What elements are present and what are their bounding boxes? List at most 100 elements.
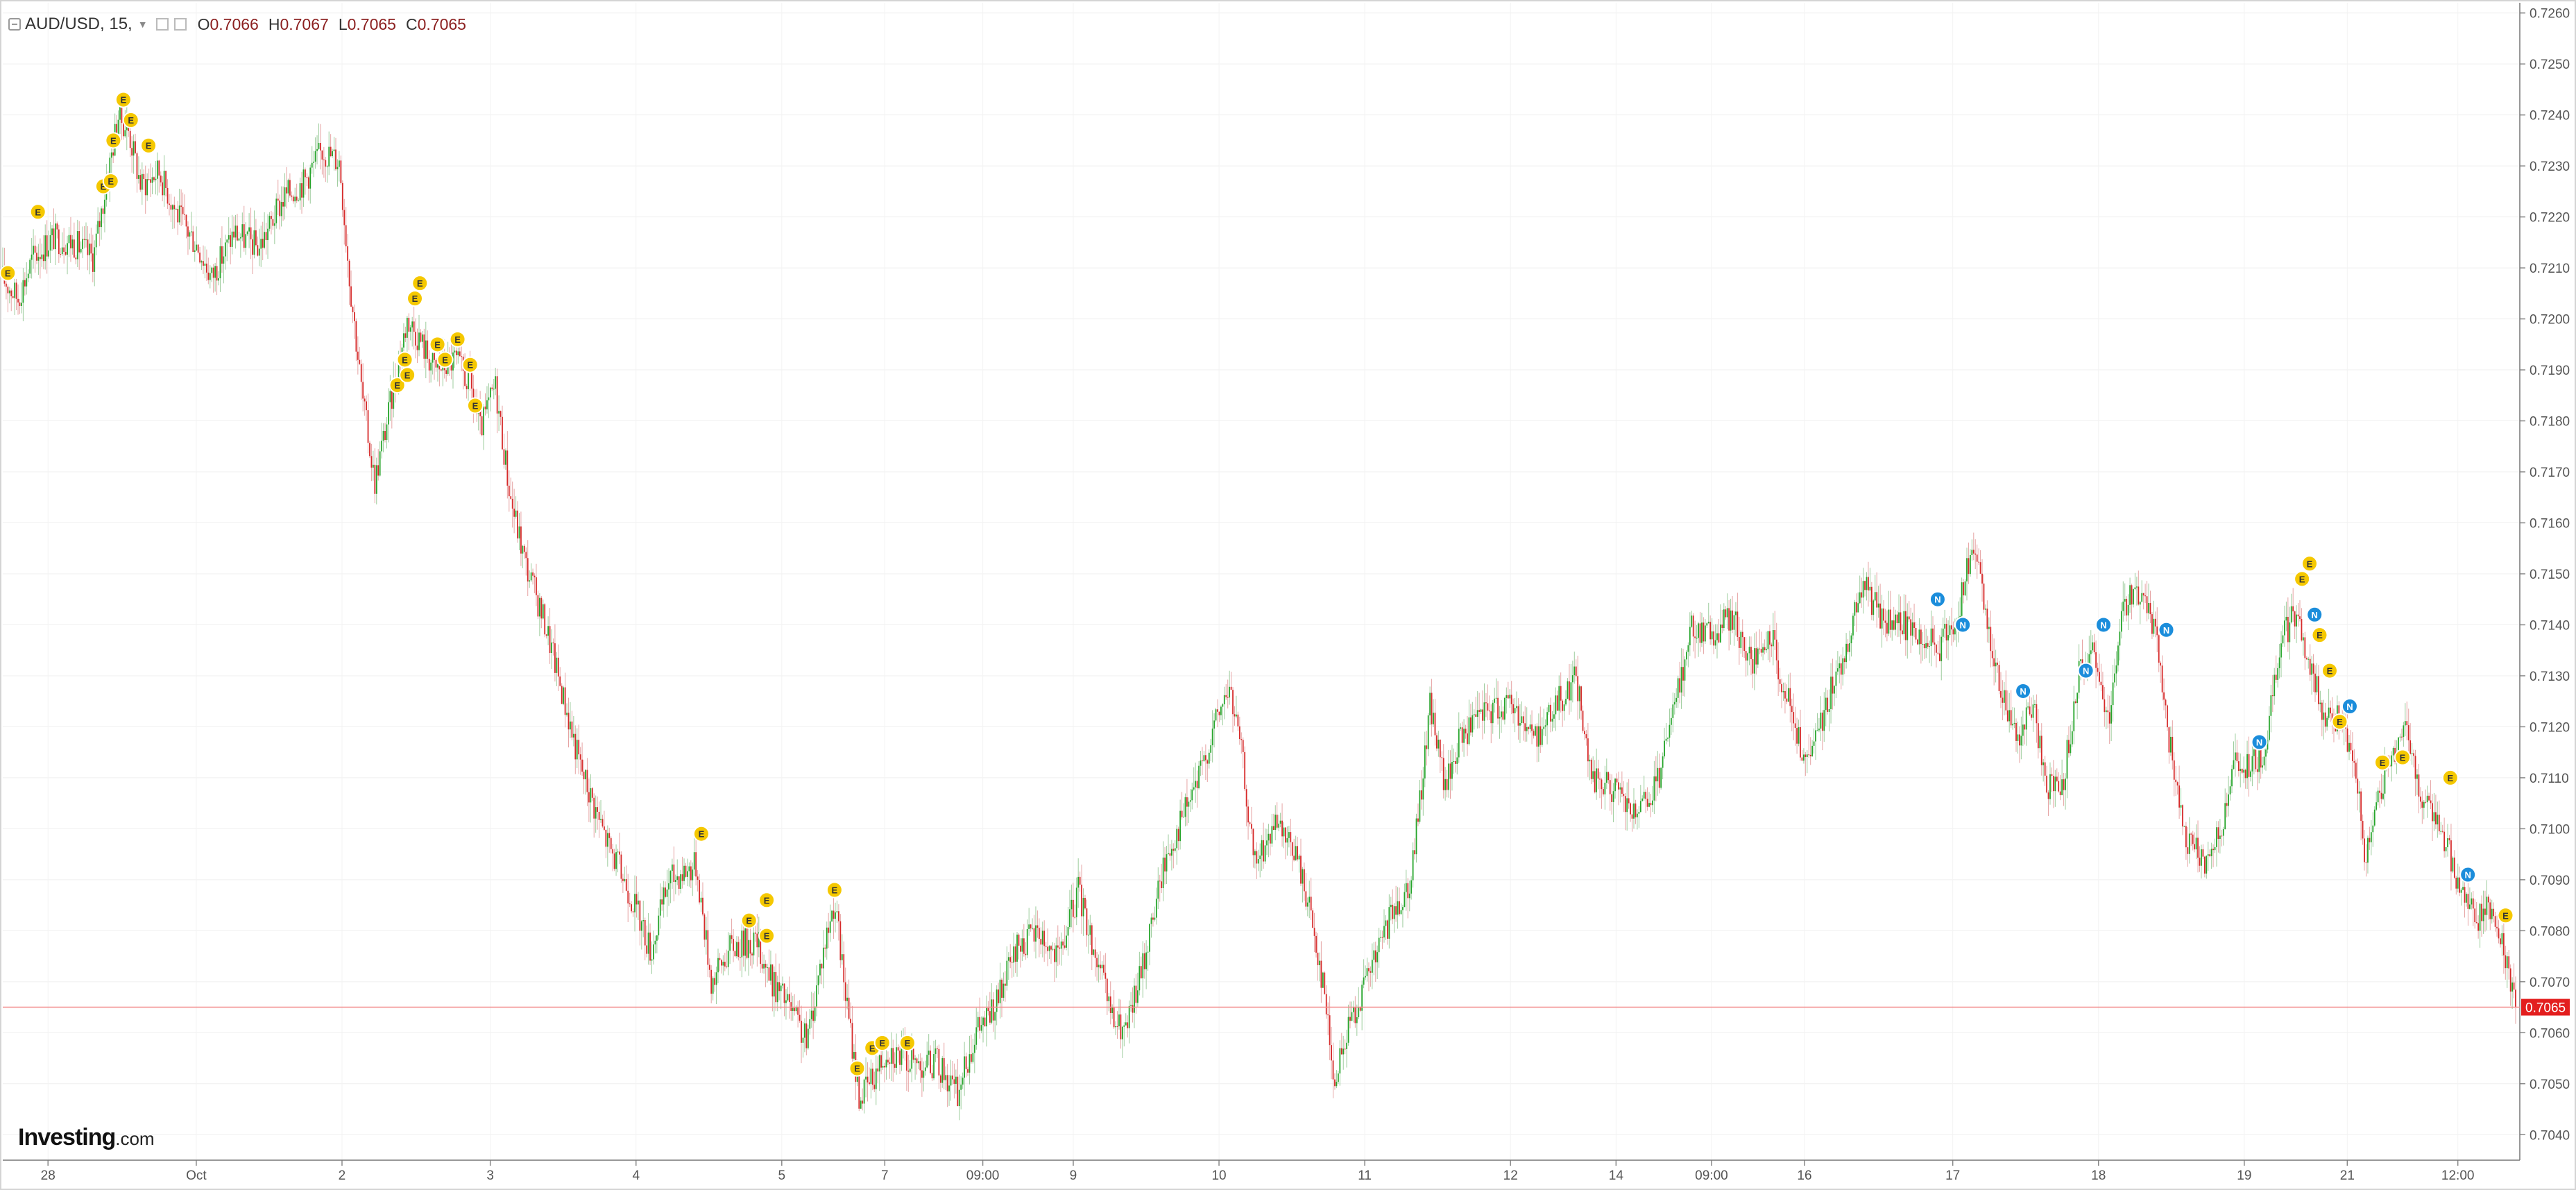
candle-body bbox=[180, 205, 182, 207]
economic-event-badge[interactable] bbox=[2294, 570, 2311, 588]
candle-body bbox=[987, 1008, 989, 1012]
candle-body bbox=[131, 148, 133, 156]
economic-event-badge[interactable] bbox=[466, 397, 484, 414]
candle-body bbox=[1222, 704, 1224, 707]
economic-event-badge[interactable] bbox=[449, 330, 466, 348]
economic-event-badge-letter: E bbox=[108, 176, 114, 187]
news-event-badge[interactable] bbox=[2158, 621, 2175, 638]
candle-body bbox=[2040, 736, 2042, 765]
candle-body bbox=[1189, 800, 1191, 802]
candle-body bbox=[1888, 609, 1890, 634]
candle-body bbox=[2071, 731, 2073, 745]
economic-event-badge[interactable] bbox=[114, 91, 132, 108]
candle-body bbox=[1291, 842, 1293, 856]
news-event-badge[interactable] bbox=[2015, 682, 2032, 699]
candle-body bbox=[606, 833, 608, 847]
economic-event-badge[interactable] bbox=[2321, 662, 2338, 679]
news-event-badge[interactable] bbox=[1929, 590, 1946, 608]
candle-body bbox=[2305, 658, 2308, 660]
economic-event-badge[interactable] bbox=[2374, 754, 2391, 771]
close-icon[interactable] bbox=[173, 18, 187, 31]
economic-event-badge[interactable] bbox=[740, 912, 758, 929]
candle-body bbox=[379, 451, 381, 476]
candle-body bbox=[1439, 739, 1441, 758]
economic-event-badge[interactable] bbox=[898, 1034, 916, 1051]
candle-body bbox=[1062, 941, 1064, 946]
candle-body bbox=[241, 224, 244, 237]
candle-body bbox=[1064, 945, 1066, 948]
economic-event-badge[interactable] bbox=[826, 881, 843, 899]
settings-icon[interactable] bbox=[155, 18, 169, 31]
candle-body bbox=[139, 175, 142, 190]
candle-body bbox=[1247, 806, 1249, 823]
economic-event-badge-letter: E bbox=[454, 334, 461, 345]
economic-event-badge[interactable] bbox=[389, 377, 406, 394]
candle-body bbox=[404, 333, 407, 338]
candle-body bbox=[649, 932, 651, 961]
economic-event-badge[interactable] bbox=[122, 112, 139, 129]
candle-body bbox=[907, 1070, 910, 1072]
economic-event-badge[interactable] bbox=[436, 351, 454, 368]
economic-event-badge[interactable] bbox=[2497, 907, 2514, 924]
candle-body bbox=[1855, 602, 1857, 613]
economic-event-badge[interactable] bbox=[105, 132, 122, 149]
symbol-label[interactable]: AUD/USD, 15, bbox=[25, 15, 133, 33]
candle-body bbox=[355, 321, 357, 352]
candle-body bbox=[464, 371, 466, 386]
candle-body bbox=[973, 1044, 975, 1053]
candle-body bbox=[600, 819, 602, 820]
collapse-legend-icon[interactable] bbox=[8, 18, 21, 31]
economic-event-badge[interactable] bbox=[758, 892, 776, 909]
candle-body bbox=[534, 575, 536, 578]
candle-body bbox=[2265, 749, 2267, 757]
economic-event-badge[interactable] bbox=[429, 336, 446, 353]
economic-event-badge[interactable] bbox=[2394, 749, 2412, 766]
economic-event-badge[interactable] bbox=[0, 264, 17, 282]
candle-body bbox=[837, 911, 839, 921]
economic-event-badge[interactable] bbox=[873, 1034, 891, 1051]
economic-event-badge[interactable] bbox=[2441, 769, 2459, 786]
economic-event-badge[interactable] bbox=[102, 173, 119, 190]
candle-body bbox=[2418, 774, 2420, 797]
economic-event-badge[interactable] bbox=[399, 366, 416, 384]
candle-body bbox=[2183, 826, 2185, 827]
economic-event-badge[interactable] bbox=[140, 137, 157, 154]
economic-event-badge-letter: E bbox=[2337, 717, 2343, 727]
candle-body bbox=[809, 1019, 811, 1029]
candle-body bbox=[1402, 907, 1404, 910]
economic-event-badge[interactable] bbox=[29, 203, 46, 221]
candle-body bbox=[1986, 609, 1988, 629]
candle-body bbox=[1966, 558, 1968, 581]
news-event-badge[interactable] bbox=[1954, 616, 1972, 634]
economic-event-badge[interactable] bbox=[411, 275, 429, 292]
news-event-badge[interactable] bbox=[2251, 733, 2268, 751]
news-event-badge[interactable] bbox=[2095, 616, 2112, 634]
candle-body bbox=[2464, 887, 2466, 903]
candle-body bbox=[301, 183, 302, 198]
candle-body bbox=[828, 927, 830, 933]
candle-body bbox=[1940, 636, 1943, 661]
candle-body bbox=[348, 260, 350, 287]
candle-body bbox=[602, 819, 604, 827]
economic-event-badge[interactable] bbox=[2331, 713, 2348, 731]
economic-event-badge[interactable] bbox=[407, 290, 424, 307]
candle-body bbox=[2013, 722, 2015, 724]
economic-event-badge[interactable] bbox=[461, 356, 479, 373]
candle-body bbox=[817, 975, 819, 986]
y-tick-label: 0.7170 bbox=[2530, 466, 2570, 480]
candle-body bbox=[989, 1011, 991, 1023]
economic-event-badge[interactable] bbox=[692, 825, 710, 842]
candle-body bbox=[1378, 937, 1380, 953]
news-event-badge[interactable] bbox=[2341, 698, 2358, 715]
economic-event-badge[interactable] bbox=[2301, 555, 2318, 572]
news-event-badge[interactable] bbox=[2306, 606, 2323, 623]
candle-body bbox=[1643, 792, 1645, 799]
candle-body bbox=[1048, 946, 1050, 951]
economic-event-badge[interactable] bbox=[2311, 627, 2328, 644]
news-event-badge[interactable] bbox=[2077, 662, 2095, 679]
economic-event-badge[interactable] bbox=[848, 1060, 866, 1077]
chevron-down-icon[interactable]: ▼ bbox=[137, 19, 148, 30]
economic-event-badge[interactable] bbox=[758, 927, 776, 944]
news-event-badge[interactable] bbox=[2459, 866, 2477, 883]
